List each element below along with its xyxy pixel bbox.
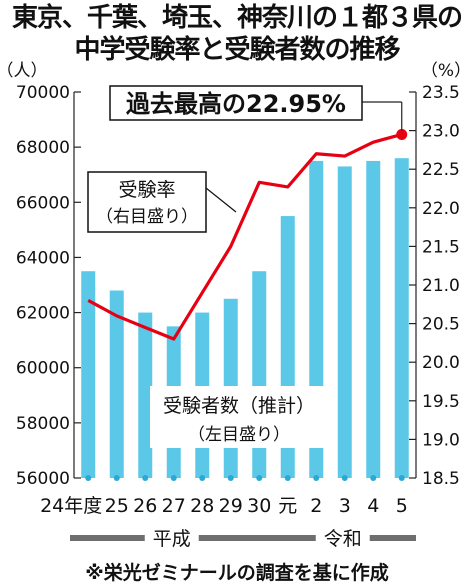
right-tick-label: 23.5 <box>422 83 460 103</box>
rate-legend-name: 受験率 <box>118 179 175 201</box>
era-label: 平成 <box>153 528 191 550</box>
right-tick-label: 20.0 <box>422 353 460 373</box>
rate-last-point <box>396 128 408 140</box>
bar-5 <box>394 158 409 478</box>
category-label: 24年度 <box>40 495 102 517</box>
bar-4 <box>366 160 381 478</box>
axis-dot <box>142 475 149 481</box>
era-band-left <box>70 535 145 541</box>
rate-line <box>87 132 403 341</box>
chart-title-line1: 東京、千葉、埼玉、神奈川の１都３県の <box>11 3 463 33</box>
axis-dot <box>256 475 263 481</box>
right-tick-label: 19.5 <box>422 392 460 412</box>
rate-legend-axis-note: （右目盛り） <box>96 207 198 227</box>
axis-dot <box>227 475 234 481</box>
bar-legend-bg <box>150 386 328 448</box>
right-tick-label: 20.5 <box>422 315 460 335</box>
right-tick-label: 18.5 <box>422 469 460 489</box>
bar-legend-axis-note: （左目盛り） <box>188 425 290 445</box>
axis-dot <box>398 475 405 481</box>
rate-legend-box <box>87 171 207 233</box>
left-axis-unit: （人） <box>0 61 48 81</box>
left-tick-label: 60000 <box>16 359 70 379</box>
category-label: 4 <box>367 495 379 517</box>
axis-dot <box>370 475 377 481</box>
annotation-text: 過去最高の22.95% <box>126 90 346 118</box>
axis-dot <box>113 475 120 481</box>
category-label: 26 <box>133 495 157 517</box>
rate-legend-leader <box>205 187 237 213</box>
bar-24年度 <box>81 271 96 478</box>
right-tick-label: 23.0 <box>422 122 460 142</box>
bar-legend-name: 受験者数（推計） <box>163 395 315 417</box>
axis-dot <box>313 475 320 481</box>
category-label: 28 <box>190 495 214 517</box>
category-label: 25 <box>105 495 129 517</box>
left-tick-label: 64000 <box>16 248 70 268</box>
bar-25 <box>109 290 124 478</box>
era-band-right <box>369 535 416 541</box>
right-tick-label: 19.0 <box>422 430 460 450</box>
era-label: 令和 <box>324 528 362 550</box>
left-tick-label: 66000 <box>16 193 70 213</box>
right-tick-label: 21.0 <box>422 276 460 296</box>
left-tick-label: 68000 <box>16 138 70 158</box>
axis-dot <box>199 475 206 481</box>
axis-dot <box>284 475 291 481</box>
era-band-left <box>269 535 316 541</box>
right-tick-label: 22.0 <box>422 199 460 219</box>
axis-dot <box>341 475 348 481</box>
era-band-right <box>198 535 274 541</box>
category-label: 2 <box>310 495 322 517</box>
category-label: 元 <box>278 495 297 517</box>
axis-dot <box>85 475 92 481</box>
left-tick-label: 70000 <box>16 83 70 103</box>
axis-dot <box>170 475 177 481</box>
bar-3 <box>337 166 352 478</box>
left-tick-label: 62000 <box>16 304 70 324</box>
category-label: 29 <box>219 495 243 517</box>
left-tick-label: 56000 <box>16 469 70 489</box>
category-label: 3 <box>339 495 351 517</box>
right-axis-unit: （%） <box>421 61 471 81</box>
category-label: 5 <box>396 495 408 517</box>
annotation-box <box>109 85 363 121</box>
source-note: ※栄光ゼミナールの調査を基に作成 <box>85 562 389 584</box>
chart-title-line2: 中学受験率と受験者数の推移 <box>74 35 400 65</box>
right-tick-label: 21.5 <box>422 237 460 257</box>
category-label: 30 <box>247 495 271 517</box>
right-tick-label: 22.5 <box>422 160 460 180</box>
bar-26 <box>138 312 153 478</box>
left-tick-label: 58000 <box>16 414 70 434</box>
category-label: 27 <box>162 495 186 517</box>
